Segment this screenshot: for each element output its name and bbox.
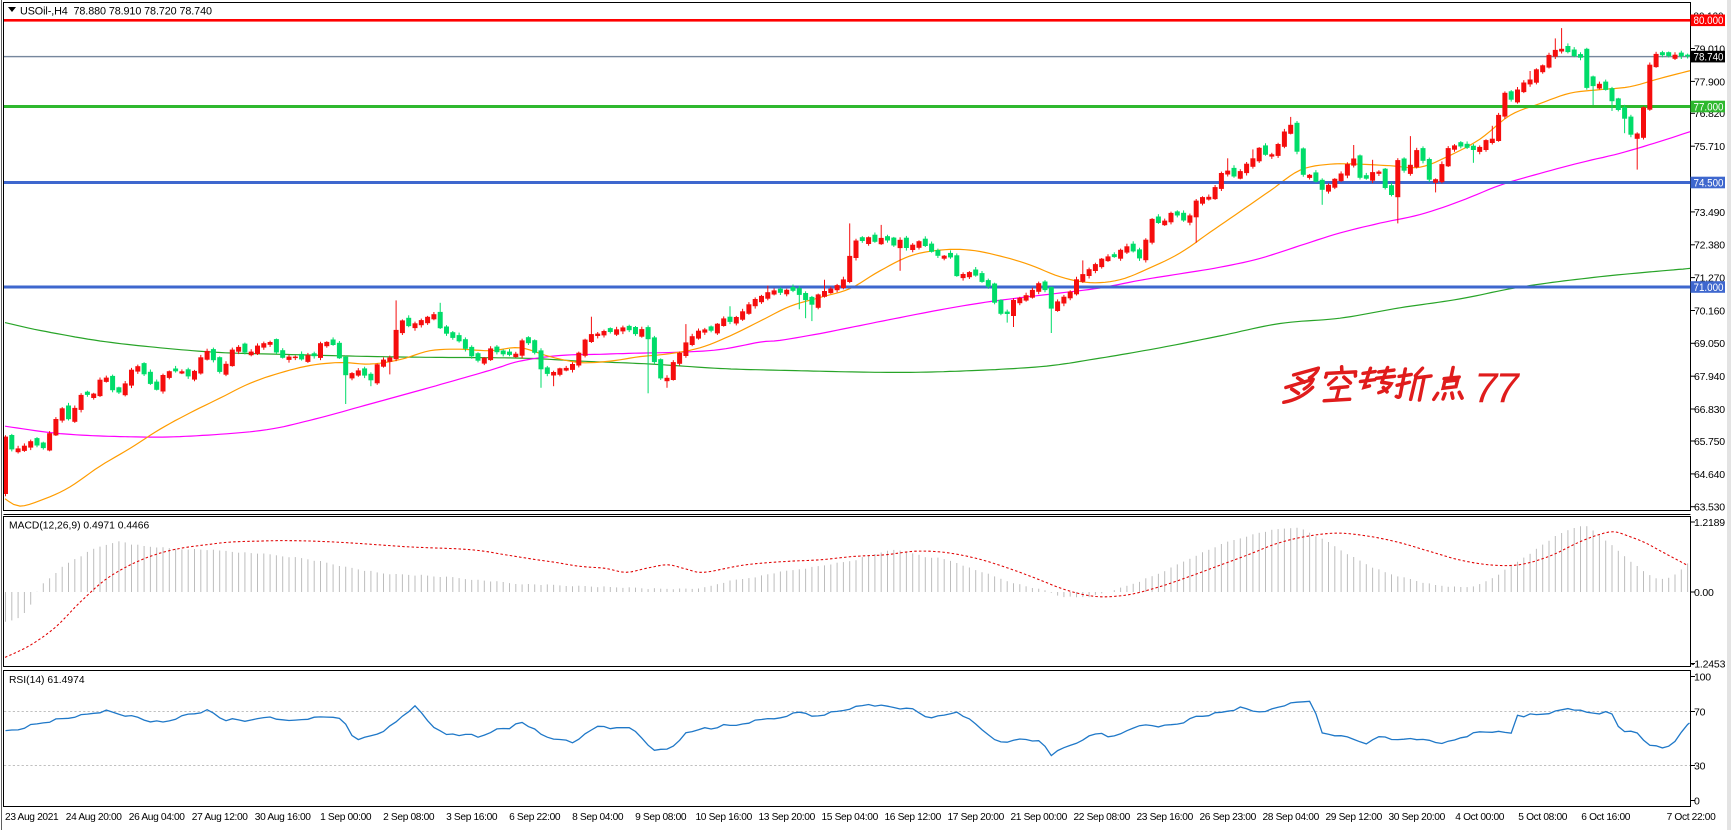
svg-text:MACD(12,26,9) 0.4971 0.4466: MACD(12,26,9) 0.4971 0.4466 xyxy=(9,521,150,532)
svg-text:30: 30 xyxy=(1694,760,1706,772)
svg-text:17 Sep 20:00: 17 Sep 20:00 xyxy=(947,812,1004,823)
svg-text:9 Sep 08:00: 9 Sep 08:00 xyxy=(635,812,687,823)
svg-text:24 Aug 20:00: 24 Aug 20:00 xyxy=(66,812,123,823)
svg-text:26 Sep 23:00: 26 Sep 23:00 xyxy=(1199,812,1256,823)
svg-text:65.750: 65.750 xyxy=(1694,436,1725,448)
svg-text:RSI(14) 61.4974: RSI(14) 61.4974 xyxy=(9,675,85,686)
svg-text:7 Oct 22:00: 7 Oct 22:00 xyxy=(1667,812,1717,823)
svg-text:13 Sep 20:00: 13 Sep 20:00 xyxy=(758,812,815,823)
svg-text:16 Sep 12:00: 16 Sep 12:00 xyxy=(884,812,941,823)
svg-text:63.530: 63.530 xyxy=(1694,502,1725,514)
svg-text:69.050: 69.050 xyxy=(1694,338,1725,350)
svg-text:23 Aug 2021: 23 Aug 2021 xyxy=(5,812,59,823)
svg-text:70.160: 70.160 xyxy=(1694,305,1725,317)
svg-text:78.740: 78.740 xyxy=(1694,52,1724,64)
svg-text:2 Sep 08:00: 2 Sep 08:00 xyxy=(383,812,435,823)
svg-text:21 Sep 00:00: 21 Sep 00:00 xyxy=(1010,812,1067,823)
svg-text:29 Sep 12:00: 29 Sep 12:00 xyxy=(1325,812,1382,823)
svg-text:5 Oct 08:00: 5 Oct 08:00 xyxy=(1518,812,1568,823)
svg-text:77.900: 77.900 xyxy=(1694,76,1725,88)
svg-text:1.2189: 1.2189 xyxy=(1694,517,1725,529)
svg-text:USOil-,H4 78.880 78.910 78.72: USOil-,H4 78.880 78.910 78.720 78.740 xyxy=(20,6,212,18)
svg-text:71.000: 71.000 xyxy=(1694,282,1724,294)
svg-text:4 Oct 00:00: 4 Oct 00:00 xyxy=(1455,812,1505,823)
svg-text:0.00: 0.00 xyxy=(1694,587,1714,599)
svg-text:64.640: 64.640 xyxy=(1694,469,1725,481)
svg-text:15 Sep 04:00: 15 Sep 04:00 xyxy=(821,812,878,823)
svg-text:66.830: 66.830 xyxy=(1694,404,1725,416)
svg-text:80.000: 80.000 xyxy=(1694,15,1724,27)
svg-text:0: 0 xyxy=(1694,795,1700,807)
svg-text:70: 70 xyxy=(1694,706,1706,718)
svg-text:28 Sep 04:00: 28 Sep 04:00 xyxy=(1262,812,1319,823)
svg-text:73.490: 73.490 xyxy=(1694,207,1725,219)
svg-text:72.380: 72.380 xyxy=(1694,240,1725,252)
svg-text:77: 77 xyxy=(1474,364,1520,411)
svg-text:6 Sep 22:00: 6 Sep 22:00 xyxy=(509,812,561,823)
svg-text:8 Sep 04:00: 8 Sep 04:00 xyxy=(572,812,624,823)
svg-text:74.500: 74.500 xyxy=(1694,177,1724,189)
svg-text:67.940: 67.940 xyxy=(1694,371,1725,383)
svg-text:30 Aug 16:00: 30 Aug 16:00 xyxy=(255,812,312,823)
svg-text:27 Aug 12:00: 27 Aug 12:00 xyxy=(192,812,249,823)
svg-text:26 Aug 04:00: 26 Aug 04:00 xyxy=(129,812,186,823)
svg-text:77.000: 77.000 xyxy=(1694,101,1724,113)
svg-text:-1.2453: -1.2453 xyxy=(1691,658,1726,670)
svg-text:100: 100 xyxy=(1694,671,1711,683)
svg-text:3 Sep 16:00: 3 Sep 16:00 xyxy=(446,812,498,823)
svg-text:22 Sep 08:00: 22 Sep 08:00 xyxy=(1073,812,1130,823)
svg-text:1 Sep 00:00: 1 Sep 00:00 xyxy=(320,812,372,823)
svg-text:10 Sep 16:00: 10 Sep 16:00 xyxy=(695,812,752,823)
svg-text:75.710: 75.710 xyxy=(1694,141,1725,153)
svg-text:6 Oct 16:00: 6 Oct 16:00 xyxy=(1581,812,1631,823)
svg-text:30 Sep 20:00: 30 Sep 20:00 xyxy=(1388,812,1445,823)
svg-text:23 Sep 16:00: 23 Sep 16:00 xyxy=(1136,812,1193,823)
